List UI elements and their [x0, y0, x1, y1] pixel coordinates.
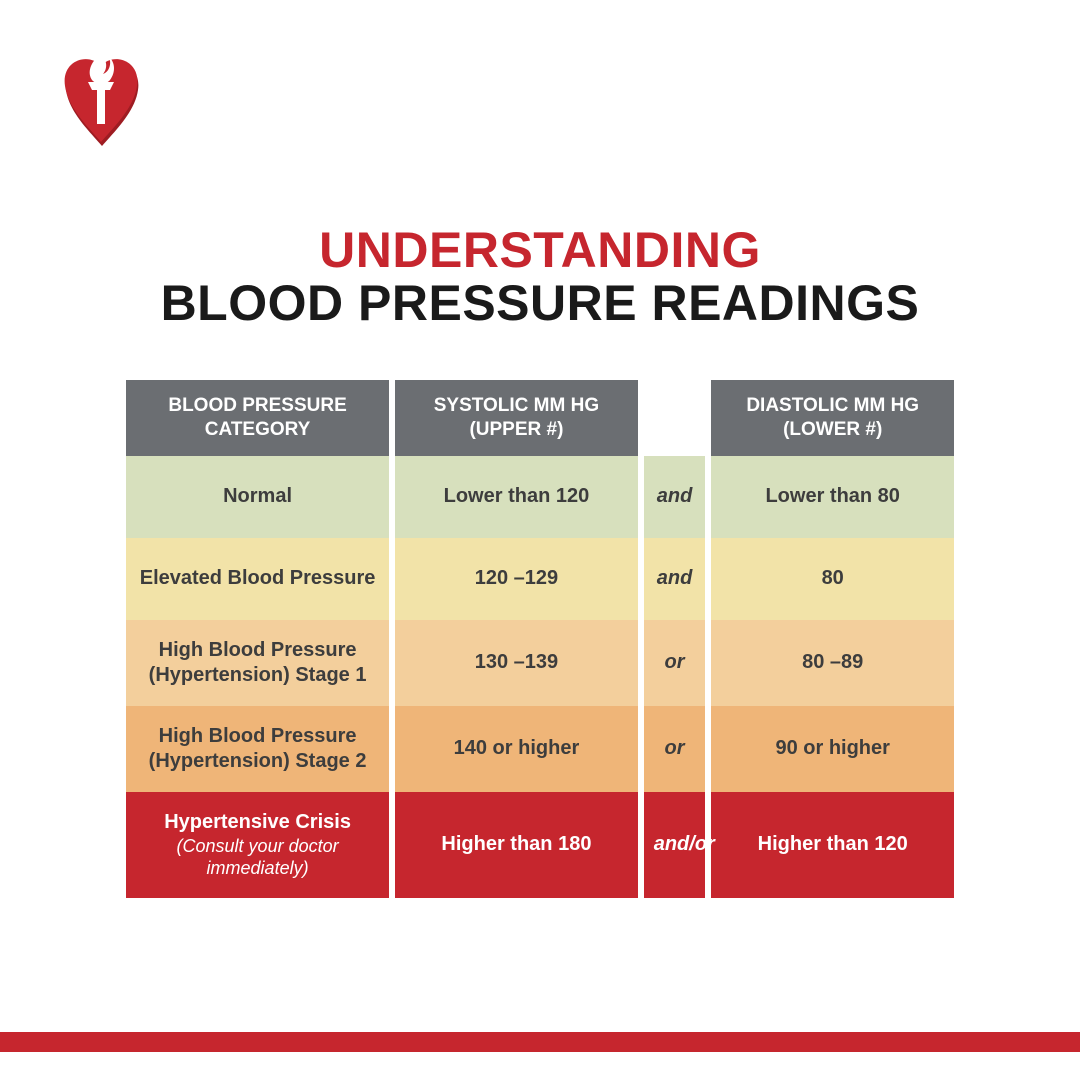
th-systolic: SYSTOLIC MM HG (UPPER #) [395, 380, 638, 456]
cell-operator: and [644, 538, 706, 620]
table-row: High Blood Pressure (Hypertension) Stage… [126, 620, 954, 706]
cell-diastolic: 80 [711, 538, 954, 620]
table-row: Hypertensive Crisis(Consult your doctor … [126, 792, 954, 898]
page-title: UNDERSTANDING BLOOD PRESSURE READINGS [0, 224, 1080, 329]
table-row: Elevated Blood Pressure120 –129and80 [126, 538, 954, 620]
category-sublabel: (Consult your doctor immediately) [136, 835, 379, 880]
cell-category: Hypertensive Crisis(Consult your doctor … [126, 792, 389, 898]
cell-operator: or [644, 706, 706, 792]
cell-operator: or [644, 620, 706, 706]
cell-diastolic: 80 –89 [711, 620, 954, 706]
cell-diastolic: Lower than 80 [711, 456, 954, 538]
th-operator [644, 380, 706, 456]
bp-table: BLOOD PRESSURE CATEGORY SYSTOLIC MM HG (… [120, 380, 960, 898]
table-row: NormalLower than 120andLower than 80 [126, 456, 954, 538]
cell-diastolic: Higher than 120 [711, 792, 954, 898]
cell-operator: and [644, 456, 706, 538]
footer-bar [0, 1032, 1080, 1052]
cell-category: High Blood Pressure (Hypertension) Stage… [126, 706, 389, 792]
title-line-1: UNDERSTANDING [0, 224, 1080, 277]
cell-systolic: Lower than 120 [395, 456, 638, 538]
category-label: Hypertensive Crisis [164, 811, 351, 833]
cell-systolic: 120 –129 [395, 538, 638, 620]
cell-category: Normal [126, 456, 389, 538]
cell-category: High Blood Pressure (Hypertension) Stage… [126, 620, 389, 706]
table-row: High Blood Pressure (Hypertension) Stage… [126, 706, 954, 792]
cell-systolic: 130 –139 [395, 620, 638, 706]
th-diastolic: DIASTOLIC MM HG (LOWER #) [711, 380, 954, 456]
title-line-2: BLOOD PRESSURE READINGS [0, 277, 1080, 330]
cell-operator: and/or [644, 792, 706, 898]
cell-category: Elevated Blood Pressure [126, 538, 389, 620]
cell-systolic: 140 or higher [395, 706, 638, 792]
cell-systolic: Higher than 180 [395, 792, 638, 898]
bp-table-container: BLOOD PRESSURE CATEGORY SYSTOLIC MM HG (… [120, 380, 960, 898]
table-header-row: BLOOD PRESSURE CATEGORY SYSTOLIC MM HG (… [126, 380, 954, 456]
table-body: NormalLower than 120andLower than 80Elev… [126, 456, 954, 898]
th-category: BLOOD PRESSURE CATEGORY [126, 380, 389, 456]
heart-torch-icon [62, 48, 140, 148]
cell-diastolic: 90 or higher [711, 706, 954, 792]
